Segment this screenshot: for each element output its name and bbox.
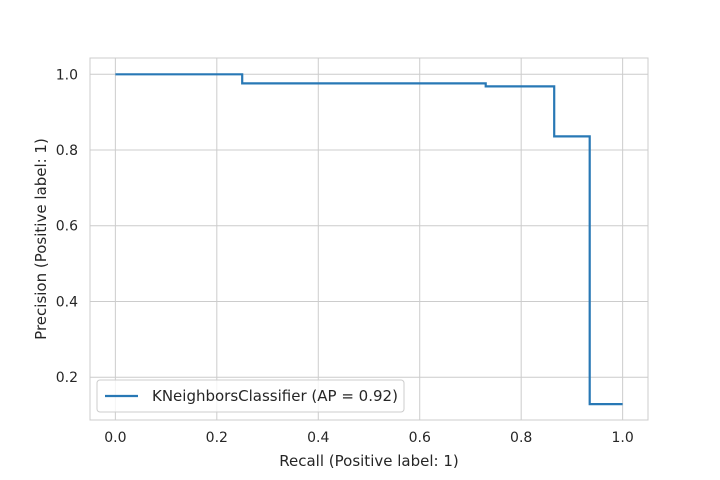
legend-label: KNeighborsClassifier (AP = 0.92) [152,387,398,405]
legend: KNeighborsClassifier (AP = 0.92) [96,379,405,413]
y-tick-labels: 0.2 0.4 0.6 0.8 1.0 [56,67,78,386]
grid-lines [90,58,648,420]
x-tick-label: 0.2 [206,430,228,446]
x-tick-label: 0.6 [409,430,431,446]
legend-box [96,379,405,413]
plot-frame [89,57,649,421]
y-tick-label: 0.4 [56,294,78,310]
y-tick-label: 0.8 [56,143,78,159]
x-tick-label: 1.0 [612,430,634,446]
x-tick-label: 0.0 [104,430,126,446]
series-lines [115,73,623,406]
y-tick-label: 0.6 [56,219,78,235]
x-tick-label: 0.8 [510,430,532,446]
y-tick-label: 0.2 [56,370,78,386]
x-tick-labels: 0.0 0.2 0.4 0.6 0.8 1.0 [104,430,634,446]
y-tick-label: 1.0 [56,67,78,83]
y-axis-label: Precision (Positive label: 1) [32,138,50,340]
series-line [115,73,623,406]
x-axis-label: Recall (Positive label: 1) [279,452,458,470]
x-tick-label: 0.4 [307,430,329,446]
